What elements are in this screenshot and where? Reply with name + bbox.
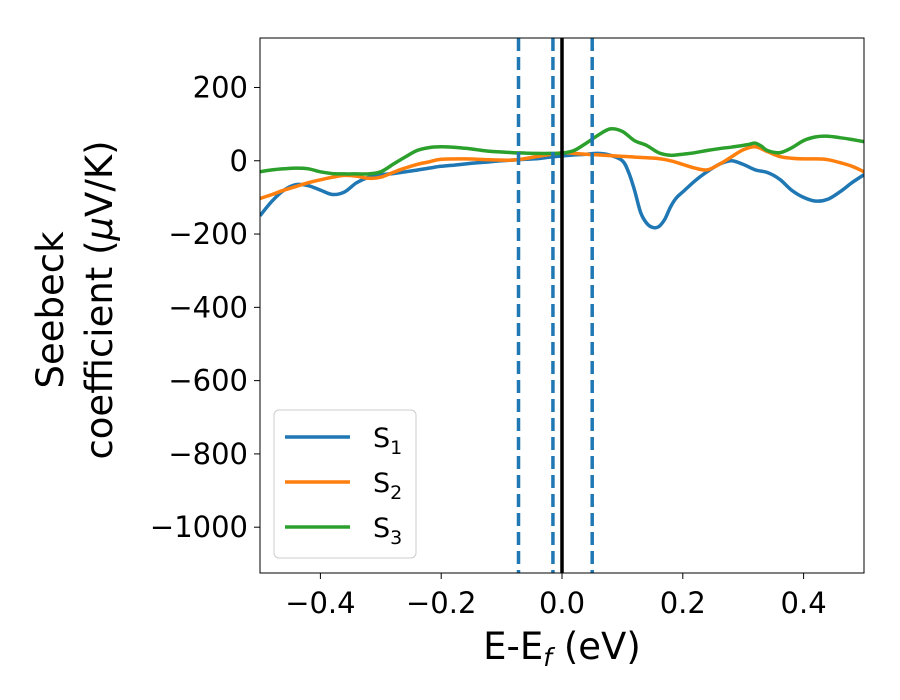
x-tick-label: 0.4	[781, 586, 827, 620]
y-tick-label: −600	[168, 364, 248, 398]
x-tick-label: −0.2	[406, 586, 476, 620]
x-tick-label: 0.2	[660, 586, 706, 620]
x-tick-label: 0.0	[539, 586, 585, 620]
x-tick-label: −0.4	[285, 586, 355, 620]
y-tick-label: 200	[193, 70, 248, 104]
legend-label-s1: S1	[373, 423, 402, 459]
series-line-s3	[260, 127, 864, 176]
y-tick-label: −1000	[150, 510, 248, 544]
y-tick-label: −200	[168, 217, 248, 251]
reference-lines	[516, 38, 594, 573]
legend-label-s2: S2	[373, 468, 402, 504]
x-axis-label: E-Ef (eV)	[483, 625, 641, 672]
series-lines	[260, 127, 864, 230]
x-axis-ticks: −0.4 −0.2 0.0 0.2 0.4	[285, 573, 827, 620]
y-tick-label: −800	[168, 437, 248, 471]
y-tick-label: −400	[168, 290, 248, 324]
y-axis-label-line2: coefficient (μV/K)	[78, 140, 121, 459]
legend-box	[273, 409, 417, 559]
legend: S1 S2 S3	[273, 409, 417, 559]
legend-label-s3: S3	[373, 513, 402, 549]
y-axis-label-line1: Seebeck	[29, 231, 72, 389]
y-axis-ticks: 200 0 −200 −400 −600 −800 −1000	[150, 70, 260, 544]
y-tick-label: 0	[230, 144, 248, 178]
